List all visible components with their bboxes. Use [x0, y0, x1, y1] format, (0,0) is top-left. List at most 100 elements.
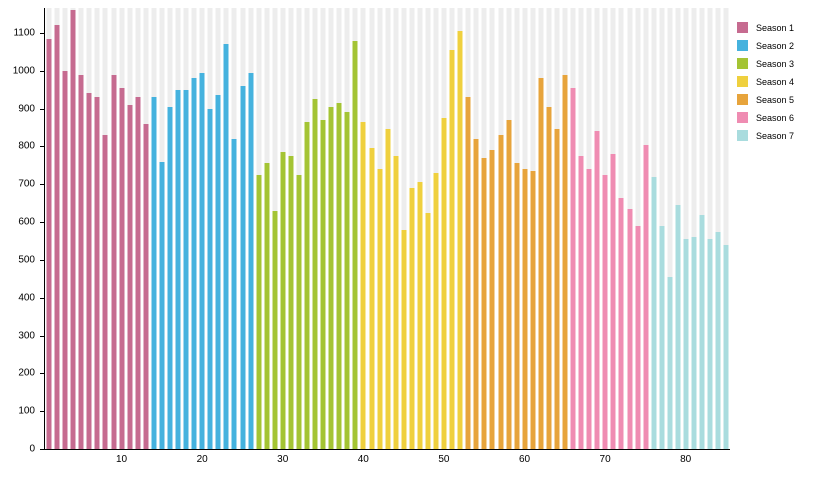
- bar-season4-ep1[interactable]: [360, 121, 366, 449]
- bar-season5-ep5[interactable]: [498, 135, 504, 449]
- episode-slot: [319, 8, 327, 449]
- bar-season7-ep1[interactable]: [651, 176, 657, 449]
- bar-season4-ep5[interactable]: [393, 155, 399, 449]
- bar-season1-ep7[interactable]: [94, 97, 100, 449]
- bar-season4-ep3[interactable]: [377, 169, 383, 449]
- bar-season3-ep1[interactable]: [256, 174, 262, 449]
- bar-season7-ep2[interactable]: [659, 225, 665, 449]
- bar-season7-ep9[interactable]: [715, 231, 721, 449]
- episode-slot: [327, 8, 335, 449]
- bar-season4-ep4[interactable]: [385, 129, 391, 449]
- bar-season3-ep2[interactable]: [264, 163, 270, 449]
- bar-season4-ep9[interactable]: [425, 212, 431, 449]
- bar-season6-ep2[interactable]: [578, 155, 584, 449]
- bar-season2-ep1[interactable]: [151, 97, 157, 449]
- bar-season3-ep4[interactable]: [280, 152, 286, 449]
- bar-season5-ep12[interactable]: [554, 129, 560, 449]
- bar-season3-ep10[interactable]: [328, 106, 334, 449]
- bar-season3-ep6[interactable]: [296, 174, 302, 449]
- bar-season2-ep9[interactable]: [215, 95, 221, 449]
- bar-season6-ep9[interactable]: [635, 225, 641, 449]
- legend-swatch-icon: [737, 22, 748, 33]
- bar-season1-ep13[interactable]: [143, 123, 149, 449]
- legend-item-season-5[interactable]: Season 5: [737, 94, 794, 105]
- bar-season5-ep3[interactable]: [481, 157, 487, 449]
- bar-season1-ep2[interactable]: [54, 25, 60, 449]
- episode-slot: [376, 8, 384, 449]
- bar-season5-ep7[interactable]: [514, 163, 520, 449]
- bar-season3-ep9[interactable]: [320, 119, 326, 449]
- bar-season1-ep1[interactable]: [46, 38, 52, 449]
- bar-season6-ep6[interactable]: [610, 154, 616, 449]
- legend-item-season-3[interactable]: Season 3: [737, 58, 794, 69]
- bar-season3-ep11[interactable]: [336, 102, 342, 449]
- bar-season2-ep2[interactable]: [159, 161, 165, 449]
- bar-season2-ep4[interactable]: [175, 89, 181, 449]
- bar-season6-ep8[interactable]: [627, 208, 633, 449]
- bar-season1-ep9[interactable]: [111, 74, 117, 449]
- x-tick-label: 50: [438, 454, 450, 465]
- bar-season3-ep8[interactable]: [312, 99, 318, 449]
- legend-item-season-6[interactable]: Season 6: [737, 112, 794, 123]
- bar-season2-ep3[interactable]: [167, 106, 173, 449]
- bar-season3-ep3[interactable]: [272, 210, 278, 449]
- bar-season5-ep4[interactable]: [489, 150, 495, 449]
- legend-item-season-1[interactable]: Season 1: [737, 22, 794, 33]
- bar-season1-ep4[interactable]: [70, 10, 76, 449]
- bar-season2-ep10[interactable]: [223, 44, 229, 449]
- bar-season5-ep10[interactable]: [538, 78, 544, 449]
- bar-season1-ep6[interactable]: [86, 93, 92, 449]
- bar-season7-ep8[interactable]: [707, 239, 713, 449]
- bar-season1-ep5[interactable]: [78, 74, 84, 449]
- bar-season2-ep11[interactable]: [231, 138, 237, 449]
- bar-season5-ep6[interactable]: [506, 119, 512, 449]
- legend-item-season-2[interactable]: Season 2: [737, 40, 794, 51]
- bar-season4-ep7[interactable]: [409, 188, 415, 449]
- bar-season6-ep10[interactable]: [643, 144, 649, 449]
- bar-season6-ep5[interactable]: [602, 174, 608, 449]
- bar-season4-ep13[interactable]: [457, 31, 463, 449]
- x-tick-label: 70: [599, 454, 611, 465]
- bar-season4-ep10[interactable]: [433, 172, 439, 449]
- bar-season5-ep1[interactable]: [465, 97, 471, 449]
- bar-season6-ep4[interactable]: [594, 131, 600, 449]
- bar-season2-ep8[interactable]: [207, 108, 213, 449]
- bar-season6-ep3[interactable]: [586, 169, 592, 449]
- bar-season5-ep11[interactable]: [546, 106, 552, 449]
- legend-item-season-7[interactable]: Season 7: [737, 130, 794, 141]
- bar-season3-ep12[interactable]: [344, 112, 350, 449]
- bar-season7-ep6[interactable]: [691, 237, 697, 449]
- bar-season5-ep8[interactable]: [522, 169, 528, 449]
- legend-item-season-4[interactable]: Season 4: [737, 76, 794, 87]
- bar-season2-ep13[interactable]: [248, 72, 254, 449]
- bar-season3-ep5[interactable]: [288, 155, 294, 449]
- bar-season7-ep3[interactable]: [667, 276, 673, 449]
- bar-season1-ep8[interactable]: [102, 135, 108, 449]
- bar-season7-ep4[interactable]: [675, 205, 681, 449]
- bar-season7-ep10[interactable]: [723, 244, 729, 449]
- bar-season2-ep5[interactable]: [183, 89, 189, 449]
- bar-season7-ep5[interactable]: [683, 239, 689, 449]
- bar-season4-ep6[interactable]: [401, 229, 407, 449]
- bar-season1-ep11[interactable]: [127, 104, 133, 449]
- bar-season4-ep2[interactable]: [369, 148, 375, 449]
- bar-season4-ep8[interactable]: [417, 182, 423, 449]
- bar-season6-ep1[interactable]: [570, 87, 576, 449]
- bar-season1-ep10[interactable]: [119, 87, 125, 449]
- bar-season2-ep6[interactable]: [191, 78, 197, 449]
- bar-season3-ep13[interactable]: [352, 40, 358, 449]
- bar-season4-ep12[interactable]: [449, 49, 455, 449]
- bar-season4-ep11[interactable]: [441, 118, 447, 449]
- bar-season2-ep12[interactable]: [240, 85, 246, 449]
- bar-season6-ep7[interactable]: [618, 197, 624, 449]
- episode-slot: [424, 8, 432, 449]
- bar-season5-ep2[interactable]: [473, 138, 479, 449]
- bar-season5-ep13[interactable]: [562, 74, 568, 449]
- y-tick-mark: [40, 108, 44, 110]
- bar-season1-ep3[interactable]: [62, 70, 68, 449]
- bar-season1-ep12[interactable]: [135, 97, 141, 449]
- bar-season3-ep7[interactable]: [304, 121, 310, 449]
- bar-season7-ep7[interactable]: [699, 214, 705, 449]
- bar-season5-ep9[interactable]: [530, 171, 536, 449]
- bar-season2-ep7[interactable]: [199, 72, 205, 449]
